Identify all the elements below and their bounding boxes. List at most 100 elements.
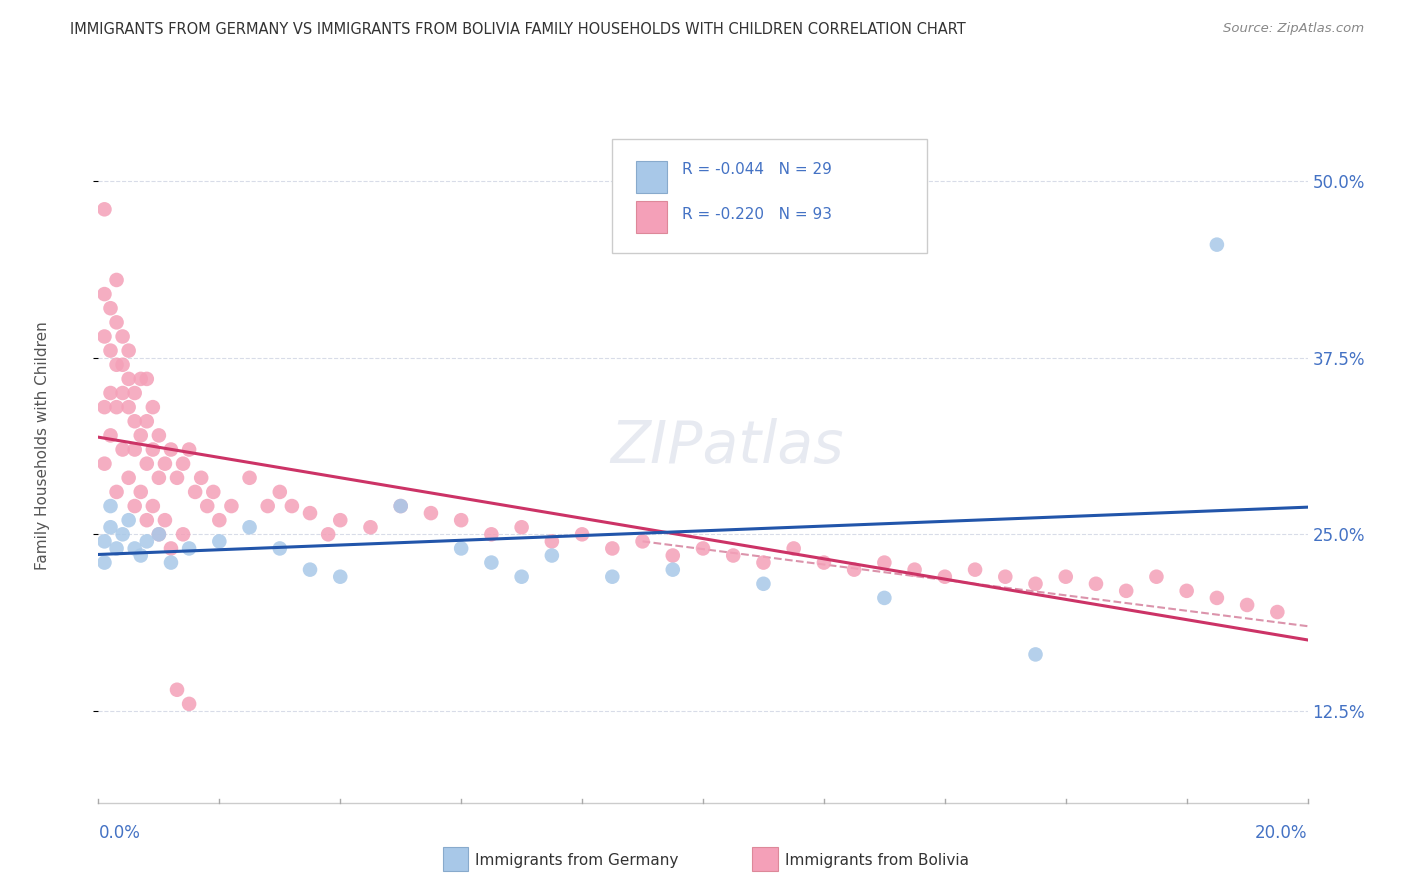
Point [135, 372, 157, 386]
Point [105, 315, 128, 329]
Point [129, 428, 152, 442]
Text: Immigrants from Germany: Immigrants from Germany [475, 854, 679, 868]
Point [208, 534, 231, 549]
Point [692, 541, 714, 556]
Point [179, 442, 201, 457]
Point [662, 549, 685, 563]
Text: IMMIGRANTS FROM GERMANY VS IMMIGRANTS FROM BOLIVIA FAMILY HOUSEHOLDS WITH CHILDR: IMMIGRANTS FROM GERMANY VS IMMIGRANTS FR… [70, 22, 966, 37]
Point [1144, 570, 1167, 584]
Point [124, 541, 146, 556]
Point [100, 520, 122, 534]
Point [184, 484, 207, 499]
Point [118, 471, 141, 485]
Point [190, 471, 212, 485]
Point [1267, 605, 1289, 619]
Point [153, 513, 176, 527]
Text: 0.0%: 0.0% [98, 824, 141, 842]
Point [510, 570, 533, 584]
Point [93, 287, 115, 301]
Point [281, 499, 304, 513]
Text: ZIPatlas: ZIPatlas [610, 417, 844, 475]
Point [1115, 583, 1137, 598]
Point [540, 534, 562, 549]
Point [208, 513, 231, 527]
Point [160, 442, 183, 457]
Point [118, 400, 141, 414]
Point [631, 534, 654, 549]
Point [124, 442, 146, 457]
Point [1054, 570, 1077, 584]
Point [118, 343, 141, 358]
Point [662, 563, 685, 577]
Point [129, 484, 152, 499]
Point [965, 563, 987, 577]
Point [166, 682, 188, 697]
Point [142, 442, 165, 457]
Point [1175, 583, 1198, 598]
Point [124, 386, 146, 401]
Point [221, 499, 243, 513]
Point [100, 386, 122, 401]
Point [510, 520, 533, 534]
FancyBboxPatch shape [613, 139, 927, 253]
Point [873, 591, 896, 605]
Text: Immigrants from Bolivia: Immigrants from Bolivia [785, 854, 969, 868]
Point [100, 428, 122, 442]
Point [118, 513, 141, 527]
Point [93, 556, 115, 570]
Point [153, 457, 176, 471]
Point [93, 400, 115, 414]
Point [93, 202, 115, 217]
Point [166, 471, 188, 485]
Point [602, 570, 624, 584]
Point [783, 541, 806, 556]
Point [105, 484, 128, 499]
Text: 20.0%: 20.0% [1256, 824, 1308, 842]
Point [135, 513, 157, 527]
Point [111, 527, 134, 541]
Point [602, 541, 624, 556]
Point [873, 556, 896, 570]
Point [389, 499, 412, 513]
Point [105, 358, 128, 372]
Point [124, 499, 146, 513]
Point [148, 527, 170, 541]
Point [135, 457, 157, 471]
Point [111, 358, 134, 372]
Point [160, 541, 183, 556]
Point [93, 457, 115, 471]
Point [540, 549, 562, 563]
Point [360, 520, 382, 534]
Point [105, 541, 128, 556]
Point [148, 471, 170, 485]
Point [111, 386, 134, 401]
Point [129, 372, 152, 386]
Point [269, 541, 291, 556]
Point [239, 520, 262, 534]
Point [844, 563, 866, 577]
Bar [637, 161, 666, 193]
Point [1024, 576, 1046, 591]
Point [142, 400, 165, 414]
Point [129, 549, 152, 563]
Point [450, 513, 472, 527]
Point [904, 563, 927, 577]
Point [239, 471, 262, 485]
Point [142, 499, 165, 513]
Point [160, 556, 183, 570]
Point [105, 273, 128, 287]
Point [118, 372, 141, 386]
Point [299, 563, 322, 577]
Point [420, 506, 443, 520]
Point [105, 400, 128, 414]
Point [111, 329, 134, 343]
Point [135, 534, 157, 549]
Point [1206, 237, 1229, 252]
Point [172, 527, 194, 541]
Point [752, 576, 775, 591]
Point [1236, 598, 1258, 612]
Point [299, 506, 322, 520]
Point [100, 301, 122, 316]
Point [1206, 591, 1229, 605]
Point [571, 527, 593, 541]
